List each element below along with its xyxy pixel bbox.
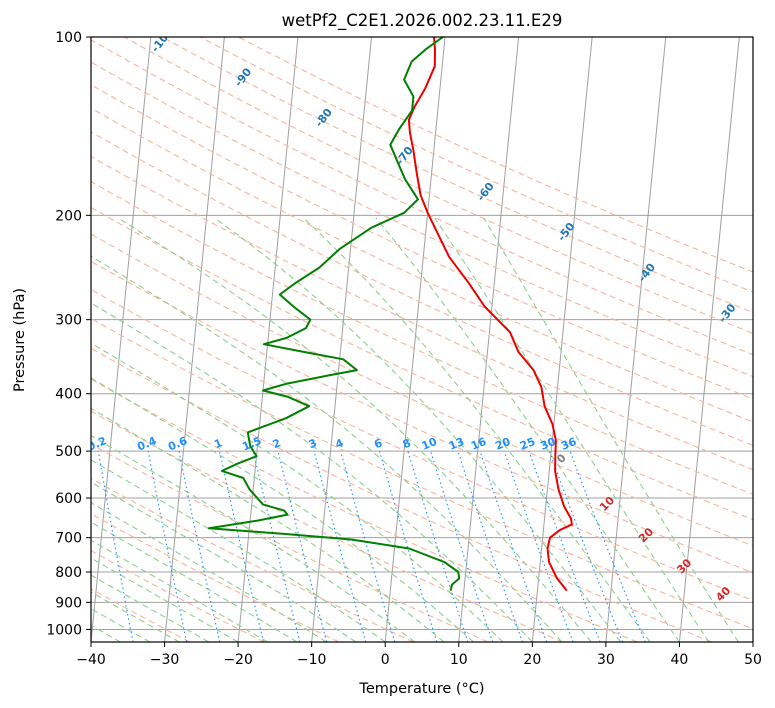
x-tick-label: 30 [597, 652, 615, 668]
x-tick-label: −30 [150, 652, 180, 668]
dry-adiabats [91, 37, 753, 642]
mixing-ratio-line [407, 450, 469, 642]
mixing-ratio-label: 16 [469, 435, 488, 453]
mixing-ratio-line [569, 450, 646, 642]
moist-adiabat-line [434, 217, 710, 642]
moist-adiabat-line [91, 502, 327, 642]
y-tick-label: 900 [55, 595, 82, 611]
x-tick-label: −40 [76, 652, 106, 668]
moist-adiabat-line [91, 255, 563, 642]
moist-adiabat-line [302, 217, 651, 642]
plot-frame [90, 36, 754, 643]
y-tick-label: 600 [55, 491, 82, 507]
moist-adiabat-line [91, 342, 504, 642]
moist-adiabat-line [91, 539, 268, 642]
mixing-ratio-line [178, 450, 221, 642]
isotherm-line [678, 37, 740, 642]
y-tick-label: 800 [55, 565, 82, 581]
x-axis-ticks: −40 −30 −20 −10 0 10 20 30 40 50 [76, 642, 762, 668]
x-tick-label: −10 [297, 652, 327, 668]
mixing-ratio-line [313, 450, 367, 642]
mixing-ratio-line [340, 450, 396, 642]
temperature-profile [407, 37, 573, 592]
y-axis-ticks: 100 200 300 400 500 600 700 800 900 1000 [46, 30, 91, 638]
dry-adiabat-line [91, 233, 753, 547]
isotherm-line [237, 37, 299, 642]
dry-adiabat-line [91, 288, 753, 602]
mixing-ratio-line [97, 451, 134, 642]
dry-adiabat-line [91, 206, 753, 521]
dry-adiabat-line [91, 513, 340, 642]
mixing-ratio-label: 36 [559, 435, 578, 453]
mixing-ratio-label: 13 [447, 435, 466, 453]
plot-area: -100-90-80-70-60-50-40-30-20-10010203040… [91, 37, 753, 642]
mixing-ratio-line [147, 450, 188, 642]
chart-title: wetPf2_C2E1.2026.002.23.11.E29 [282, 11, 563, 31]
isotherm-line [458, 37, 520, 642]
moist-adiabat-line [375, 217, 680, 642]
y-tick-label: 400 [55, 387, 82, 403]
y-tick-label: 1000 [46, 622, 82, 638]
y-tick-label: 200 [55, 208, 82, 224]
mixing-ratio-label: 8 [401, 436, 413, 451]
mixing-ratio-line [277, 450, 328, 642]
dry-adiabat-line [91, 410, 563, 642]
moist-adiabat-line [91, 557, 239, 642]
y-tick-label: 300 [55, 313, 82, 329]
isobar-grid [91, 37, 753, 630]
moist-adiabat-line [91, 459, 386, 642]
dry-adiabat-line [91, 155, 753, 471]
x-tick-label: 20 [523, 652, 541, 668]
dewpoint-profile [207, 37, 461, 591]
x-axis-label: Temperature (°C) [358, 681, 484, 697]
mixing-ratio-label: 25 [518, 435, 537, 453]
dry-adiabat-line [91, 378, 638, 642]
isotherm-line [164, 37, 225, 642]
mixing-ratio-label: 3 [307, 436, 319, 451]
sounding-profiles [207, 37, 573, 592]
dry-adiabat-line [91, 39, 753, 356]
dry-adiabat-line [91, 260, 753, 574]
dry-adiabat-line [91, 317, 753, 630]
mixing-ratio-lines [97, 450, 646, 642]
dry-adiabat-line [91, 84, 753, 400]
mixing-ratio-label: 20 [493, 435, 512, 453]
x-tick-label: 40 [671, 652, 689, 668]
x-tick-label: 10 [450, 652, 468, 668]
moist-adiabat-line [483, 217, 739, 642]
mixing-ratio-label: 10 [420, 435, 439, 453]
dry-adiabat-line [91, 131, 753, 447]
mixing-ratio-label: 1 [212, 436, 224, 451]
y-tick-label: 700 [55, 531, 82, 547]
y-axis-label: Pressure (hPa) [12, 288, 28, 392]
moist-adiabat-line [91, 574, 209, 642]
mixing-ratio-label: 2 [271, 436, 283, 451]
isotherm-line [605, 37, 667, 642]
isotherm-line [91, 37, 152, 642]
mixing-ratio-line [252, 450, 301, 642]
mixing-ratio-line [218, 450, 265, 642]
dry-adiabat-line [91, 61, 753, 378]
y-tick-label: 100 [55, 30, 82, 46]
mixing-ratio-label: 30 [539, 435, 558, 453]
moist-adiabat-line [91, 591, 180, 642]
y-tick-label: 500 [55, 444, 82, 460]
x-tick-label: 0 [381, 652, 390, 668]
mixing-ratio-line [378, 450, 438, 642]
isotherm-line [384, 37, 446, 642]
moist-adiabat-line [91, 521, 298, 642]
moist-adiabat-line [91, 302, 533, 642]
x-tick-label: 50 [744, 652, 762, 668]
dry-adiabat-line [91, 181, 753, 495]
moist-adiabat-line [91, 434, 415, 642]
x-tick-label: −20 [223, 652, 253, 668]
mixing-ratio-line [430, 450, 494, 642]
